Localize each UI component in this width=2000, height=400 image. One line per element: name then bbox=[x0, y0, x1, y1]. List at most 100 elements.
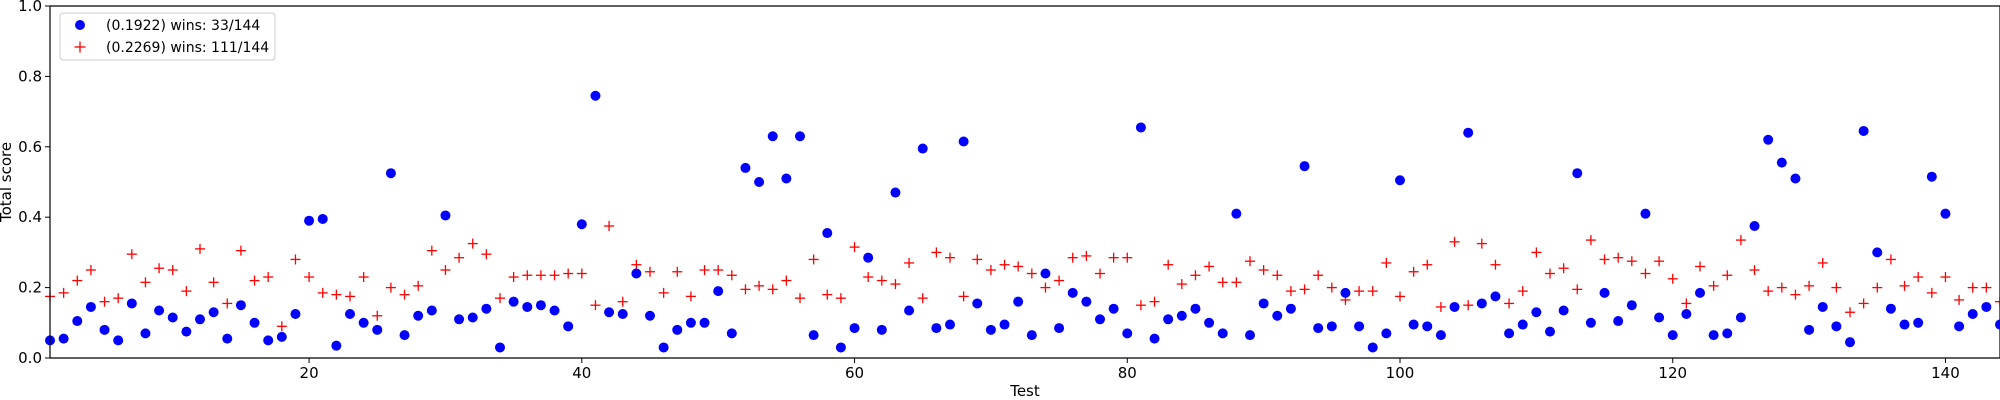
blue-circle-point bbox=[1954, 321, 1965, 332]
x-tick-label: 40 bbox=[572, 364, 591, 382]
blue-circle-point bbox=[1408, 319, 1419, 330]
red-plus-point bbox=[290, 254, 301, 265]
blue-circle-point bbox=[385, 168, 396, 179]
blue-circle-point bbox=[1585, 317, 1596, 328]
blue-circle-point bbox=[1940, 208, 1951, 219]
blue-circle-point bbox=[358, 317, 369, 328]
red-plus-point bbox=[1463, 300, 1474, 311]
red-plus-point bbox=[1272, 270, 1283, 281]
blue-circle-point bbox=[1476, 298, 1487, 309]
red-plus-point bbox=[263, 272, 274, 283]
red-plus-point bbox=[154, 263, 165, 274]
red-plus-point bbox=[140, 277, 151, 288]
blue-circle-point bbox=[99, 324, 110, 335]
blue-circle-point bbox=[1681, 309, 1692, 319]
red-plus-point bbox=[1695, 261, 1705, 272]
red-plus-point bbox=[126, 249, 137, 260]
blue-circle-point bbox=[1790, 173, 1801, 184]
x-tick-label: 120 bbox=[1658, 364, 1687, 382]
blue-circle-point bbox=[904, 305, 915, 316]
blue-circle-point bbox=[1054, 323, 1065, 334]
red-plus-point bbox=[385, 282, 396, 293]
blue-circle-point bbox=[535, 300, 546, 311]
blue-circle-point bbox=[1913, 317, 1924, 328]
blue-circle-point bbox=[726, 328, 737, 339]
red-plus-point bbox=[1885, 254, 1896, 265]
blue-circle-point bbox=[1354, 321, 1365, 332]
blue-circle-point bbox=[1245, 330, 1255, 341]
red-plus-point bbox=[1817, 257, 1828, 268]
red-plus-point bbox=[1081, 250, 1092, 261]
red-plus-point bbox=[767, 284, 778, 295]
red-plus-point bbox=[1654, 256, 1665, 267]
blue-circle-point bbox=[795, 131, 805, 142]
red-plus-point bbox=[1326, 282, 1337, 293]
blue-circle-point bbox=[754, 177, 765, 187]
blue-circle-point bbox=[235, 300, 246, 311]
blue-circle-point bbox=[1995, 319, 2000, 330]
red-plus-point bbox=[181, 286, 192, 297]
red-plus-point bbox=[1735, 235, 1746, 246]
red-plus-point bbox=[1435, 301, 1446, 312]
blue-circle-point bbox=[1381, 328, 1392, 339]
red-plus-point bbox=[617, 296, 628, 307]
blue-circle-point bbox=[1081, 296, 1092, 307]
red-plus-point bbox=[167, 265, 178, 275]
red-plus-point bbox=[958, 291, 969, 302]
blue-circle-point bbox=[454, 314, 465, 325]
blue-circle-point bbox=[1667, 330, 1678, 341]
blue-circle-point bbox=[222, 333, 233, 344]
red-plus-point bbox=[1940, 272, 1951, 283]
red-plus-point bbox=[835, 293, 846, 304]
blue-circle-point bbox=[1763, 134, 1774, 145]
red-plus-point bbox=[576, 268, 587, 279]
red-plus-point bbox=[1176, 279, 1187, 290]
blue-circle-point bbox=[1435, 330, 1446, 341]
blue-circle-point bbox=[1926, 171, 1937, 182]
red-plus-point bbox=[276, 321, 287, 332]
blue-circle-point bbox=[1490, 291, 1501, 302]
blue-circle-point bbox=[822, 228, 833, 239]
red-plus-point bbox=[1299, 284, 1310, 295]
blue-circle-point bbox=[631, 268, 642, 279]
red-plus-point bbox=[754, 280, 765, 291]
blue-circle-point bbox=[1176, 310, 1187, 321]
red-plus-point bbox=[535, 270, 546, 281]
blue-circle-point bbox=[1654, 312, 1665, 323]
red-plus-point bbox=[645, 266, 655, 277]
blue-circle-point bbox=[1395, 175, 1405, 186]
blue-circle-point bbox=[1122, 328, 1133, 339]
red-plus-point bbox=[72, 275, 83, 286]
blue-circle-point bbox=[1272, 310, 1283, 321]
x-tick-label: 140 bbox=[1931, 364, 1960, 382]
red-plus-point bbox=[1613, 252, 1624, 263]
red-plus-point bbox=[1313, 270, 1324, 281]
red-plus-point bbox=[1858, 298, 1869, 309]
blue-circle-point bbox=[958, 136, 969, 147]
blue-circle-point bbox=[249, 317, 260, 328]
red-plus-point bbox=[1763, 286, 1774, 297]
blue-circle-point bbox=[590, 90, 601, 101]
red-plus-point bbox=[1054, 275, 1065, 286]
red-plus-point bbox=[1926, 287, 1937, 298]
red-plus-point bbox=[113, 293, 124, 304]
blue-circle-point bbox=[740, 162, 751, 173]
red-plus-point bbox=[304, 272, 315, 283]
red-plus-point bbox=[795, 293, 805, 304]
red-plus-point bbox=[1640, 268, 1651, 279]
blue-circle-point bbox=[154, 305, 165, 316]
blue-circle-point bbox=[1285, 303, 1296, 314]
blue-circle-point bbox=[713, 286, 724, 297]
red-plus-point bbox=[1913, 272, 1924, 283]
blue-circle-point bbox=[576, 219, 587, 230]
blue-circle-point bbox=[72, 316, 83, 327]
legend-marker-series-1 bbox=[75, 20, 85, 30]
blue-circle-point bbox=[1967, 309, 1978, 319]
y-axis-ticks: 0.0 0.2 0.4 0.6 0.8 1.0 bbox=[18, 0, 50, 367]
red-plus-point bbox=[358, 272, 369, 283]
red-plus-point bbox=[1422, 259, 1433, 270]
red-plus-point bbox=[658, 287, 669, 298]
red-plus-point bbox=[1381, 257, 1392, 268]
blue-circle-point bbox=[563, 321, 574, 332]
